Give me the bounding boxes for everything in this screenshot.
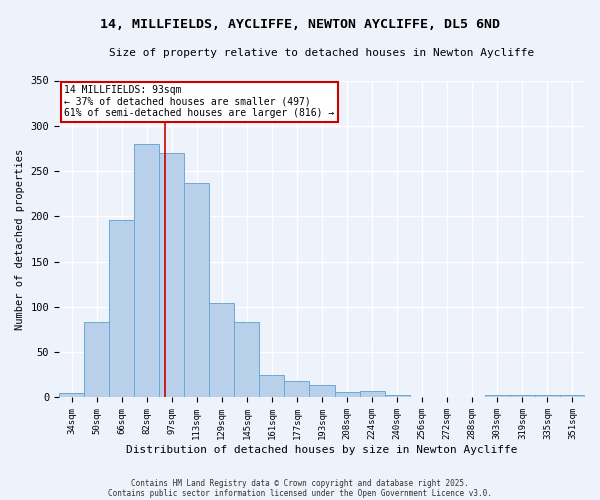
Bar	[535, 395, 560, 398]
Text: 14 MILLFIELDS: 93sqm
← 37% of detached houses are smaller (497)
61% of semi-deta: 14 MILLFIELDS: 93sqm ← 37% of detached h…	[64, 86, 335, 118]
Bar	[184, 183, 209, 398]
Bar	[209, 304, 235, 398]
Bar	[284, 381, 310, 398]
Bar	[560, 395, 585, 398]
Bar	[159, 153, 184, 398]
Bar	[335, 392, 359, 398]
Bar	[134, 144, 159, 398]
Bar	[435, 396, 460, 398]
Bar	[59, 393, 84, 398]
Bar	[84, 322, 109, 398]
Bar	[410, 396, 435, 398]
Bar	[485, 395, 510, 398]
Bar	[235, 322, 259, 398]
Text: 14, MILLFIELDS, AYCLIFFE, NEWTON AYCLIFFE, DL5 6ND: 14, MILLFIELDS, AYCLIFFE, NEWTON AYCLIFF…	[100, 18, 500, 30]
Bar	[510, 395, 535, 398]
Text: Contains public sector information licensed under the Open Government Licence v3: Contains public sector information licen…	[108, 488, 492, 498]
Title: Size of property relative to detached houses in Newton Aycliffe: Size of property relative to detached ho…	[109, 48, 535, 58]
Text: Contains HM Land Registry data © Crown copyright and database right 2025.: Contains HM Land Registry data © Crown c…	[131, 478, 469, 488]
Bar	[359, 391, 385, 398]
Bar	[259, 375, 284, 398]
Bar	[310, 385, 335, 398]
Y-axis label: Number of detached properties: Number of detached properties	[15, 148, 25, 330]
Bar	[385, 395, 410, 398]
Bar	[109, 220, 134, 398]
X-axis label: Distribution of detached houses by size in Newton Aycliffe: Distribution of detached houses by size …	[126, 445, 518, 455]
